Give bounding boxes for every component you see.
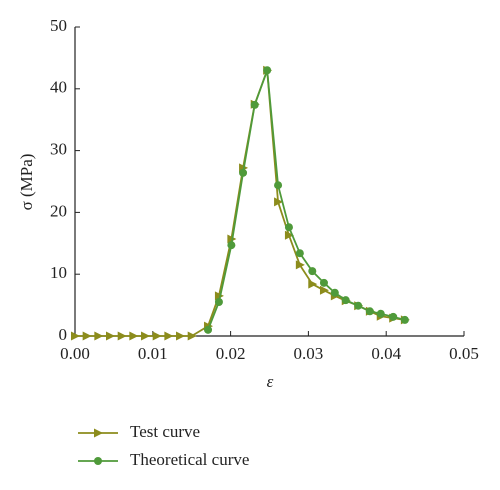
y-tick-label: 10 — [50, 263, 67, 282]
marker-circle — [295, 249, 304, 258]
y-tick-label: 50 — [50, 16, 67, 35]
marker-circle — [330, 288, 339, 297]
marker-circle — [400, 315, 409, 324]
marker-triangle — [106, 331, 116, 341]
marker-circle — [263, 66, 272, 75]
marker-triangle — [319, 285, 329, 295]
x-tick-label: 0.05 — [449, 344, 479, 363]
marker-circle — [308, 267, 317, 276]
marker-circle — [341, 296, 350, 305]
legend-label: Theoretical curve — [130, 450, 249, 469]
marker-circle — [204, 325, 213, 334]
marker-circle — [376, 309, 385, 318]
marker-triangle — [152, 331, 162, 341]
x-tick-label: 0.01 — [138, 344, 168, 363]
marker-circle — [214, 298, 223, 307]
marker-circle — [274, 181, 283, 190]
marker-triangle — [94, 331, 104, 341]
marker-triangle — [176, 331, 186, 341]
marker-circle — [227, 241, 236, 250]
marker-circle — [284, 223, 293, 232]
marker-circle — [389, 312, 398, 321]
x-tick-label: 0.04 — [371, 344, 401, 363]
x-tick-label: 0.02 — [216, 344, 246, 363]
x-tick-label: 0.00 — [60, 344, 90, 363]
marker-triangle — [117, 331, 127, 341]
y-tick-label: 40 — [50, 78, 67, 97]
legend-marker — [94, 428, 103, 438]
marker-triangle — [295, 260, 305, 270]
legend-label: Test curve — [130, 422, 200, 441]
marker-triangle — [164, 331, 174, 341]
marker-circle — [319, 278, 328, 287]
y-axis-label: σ (MPa) — [17, 154, 36, 211]
y-tick-label: 20 — [50, 201, 67, 220]
marker-triangle — [71, 331, 80, 341]
marker-triangle — [141, 331, 151, 341]
marker-circle — [365, 307, 374, 316]
y-tick-label: 30 — [50, 140, 67, 159]
marker-triangle — [129, 331, 139, 341]
marker-triangle — [187, 331, 197, 341]
marker-triangle — [82, 331, 92, 341]
marker-circle — [239, 168, 248, 177]
marker-triangle — [274, 197, 284, 207]
x-tick-label: 0.03 — [294, 344, 324, 363]
series-line — [75, 69, 406, 337]
legend-marker — [94, 457, 102, 465]
marker-circle — [354, 301, 363, 310]
marker-triangle — [308, 279, 318, 289]
y-tick-label: 0 — [59, 325, 68, 344]
marker-triangle — [284, 230, 294, 240]
x-axis-label: ε — [267, 372, 274, 391]
marker-circle — [250, 100, 259, 109]
